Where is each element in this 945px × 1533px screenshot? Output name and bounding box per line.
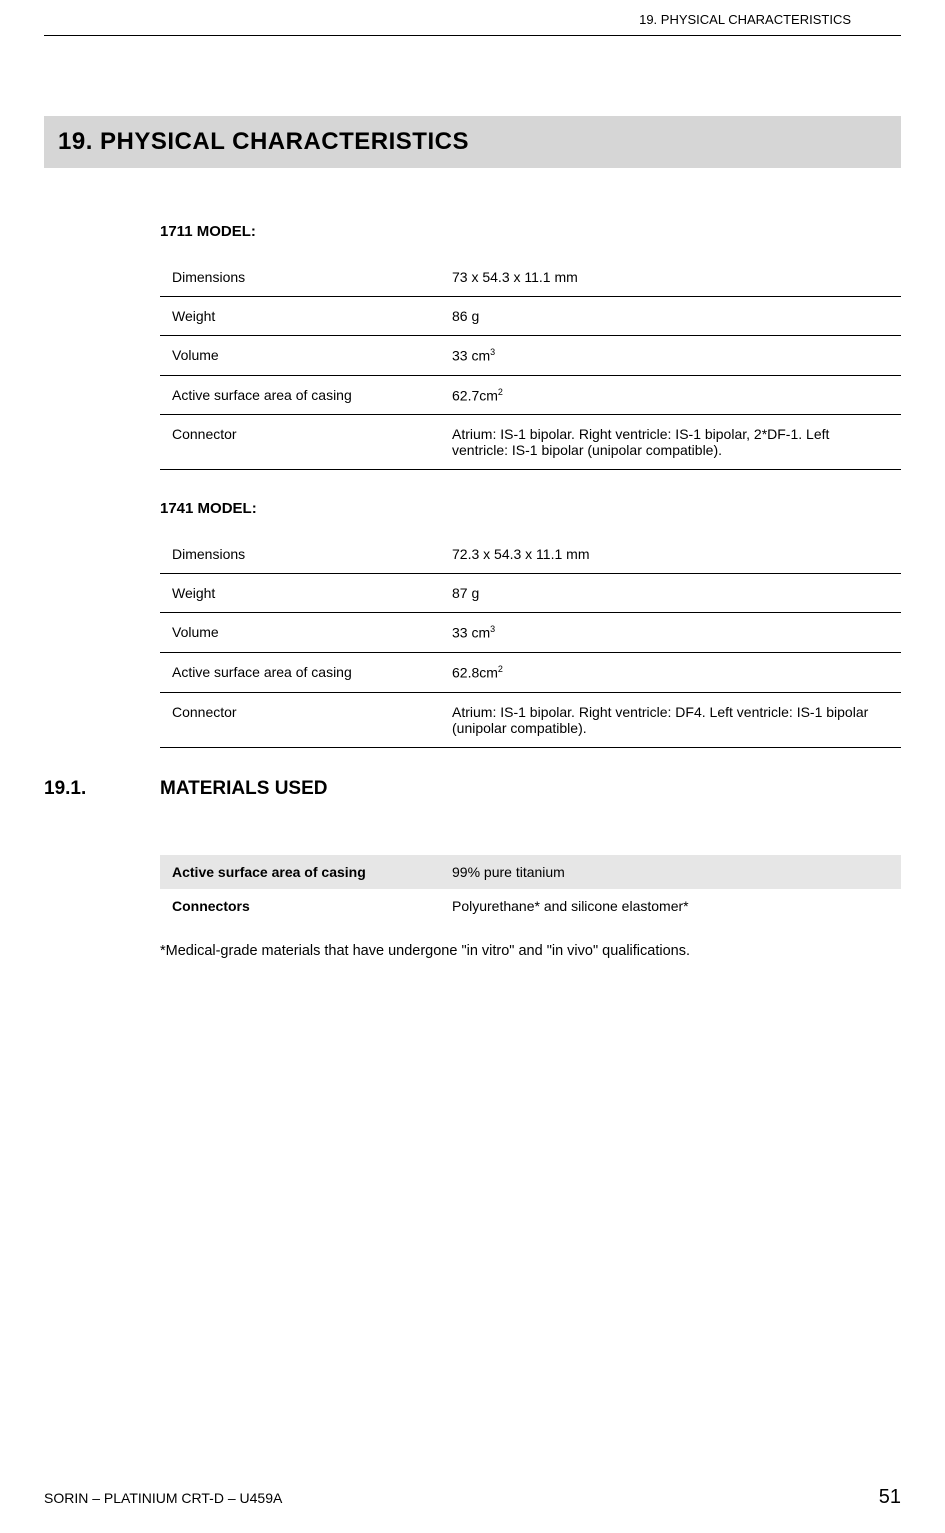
material-prop: Connectors	[160, 889, 440, 923]
spec-val: 33 cm3	[440, 613, 901, 653]
material-prop: Active surface area of casing	[160, 855, 440, 889]
spec-table-1711: Dimensions 73 x 54.3 x 11.1 mm Weight 86…	[160, 258, 901, 470]
spec-prop: Dimensions	[160, 535, 440, 574]
page-footer: SORIN – PLATINIUM CRT-D – U459A 51	[44, 1486, 901, 1509]
table-row: Connectors Polyurethane* and silicone el…	[160, 889, 901, 923]
spec-prop: Active surface area of casing	[160, 375, 440, 415]
spec-val: Atrium: IS-1 bipolar. Right ventricle: D…	[440, 692, 901, 747]
spec-prop: Weight	[160, 297, 440, 336]
spec-val: 73 x 54.3 x 11.1 mm	[440, 258, 901, 297]
model-block-1711: 1711 MODEL: Dimensions 73 x 54.3 x 11.1 …	[160, 223, 901, 470]
table-row: Dimensions 72.3 x 54.3 x 11.1 mm	[160, 535, 901, 574]
running-title: 19. PHYSICAL CHARACTERISTICS	[639, 12, 851, 27]
table-row: Volume 33 cm3	[160, 336, 901, 376]
model-label: 1711 MODEL:	[160, 223, 901, 240]
spec-prop: Active surface area of casing	[160, 652, 440, 692]
spec-table-1741: Dimensions 72.3 x 54.3 x 11.1 mm Weight …	[160, 535, 901, 747]
table-row: Weight 87 g	[160, 574, 901, 613]
model-block-1741: 1741 MODEL: Dimensions 72.3 x 54.3 x 11.…	[160, 500, 901, 747]
spec-val: 86 g	[440, 297, 901, 336]
spec-prop: Weight	[160, 574, 440, 613]
spec-prop: Connector	[160, 415, 440, 470]
spec-val: 62.7cm2	[440, 375, 901, 415]
spec-val: Atrium: IS-1 bipolar. Right ventricle: I…	[440, 415, 901, 470]
table-row: Weight 86 g	[160, 297, 901, 336]
spec-val: 33 cm3	[440, 336, 901, 376]
page-number: 51	[879, 1486, 901, 1509]
spec-prop: Volume	[160, 336, 440, 376]
material-val: Polyurethane* and silicone elastomer*	[440, 889, 901, 923]
model-label: 1741 MODEL:	[160, 500, 901, 517]
table-row: Volume 33 cm3	[160, 613, 901, 653]
content-area: 1711 MODEL: Dimensions 73 x 54.3 x 11.1 …	[160, 223, 901, 748]
spec-prop: Connector	[160, 692, 440, 747]
materials-content: Active surface area of casing 99% pure t…	[160, 855, 901, 959]
table-row: Connector Atrium: IS-1 bipolar. Right ve…	[160, 415, 901, 470]
table-row: Active surface area of casing 62.8cm2	[160, 652, 901, 692]
footer-document-id: SORIN – PLATINIUM CRT-D – U459A	[44, 1490, 282, 1506]
section-number: 19.1.	[44, 778, 160, 800]
materials-table: Active surface area of casing 99% pure t…	[160, 855, 901, 923]
table-row: Dimensions 73 x 54.3 x 11.1 mm	[160, 258, 901, 297]
spec-prop: Dimensions	[160, 258, 440, 297]
spec-val: 87 g	[440, 574, 901, 613]
material-val: 99% pure titanium	[440, 855, 901, 889]
section-heading-row: 19.1. MATERIALS USED	[44, 778, 901, 800]
spec-val: 62.8cm2	[440, 652, 901, 692]
table-row: Active surface area of casing 99% pure t…	[160, 855, 901, 889]
chapter-title: 19. PHYSICAL CHARACTERISTICS	[58, 128, 469, 155]
footnote: *Medical-grade materials that have under…	[160, 943, 901, 959]
table-row: Active surface area of casing 62.7cm2	[160, 375, 901, 415]
running-header: 19. PHYSICAL CHARACTERISTICS	[44, 0, 901, 36]
section-title: MATERIALS USED	[160, 778, 327, 800]
spec-val: 72.3 x 54.3 x 11.1 mm	[440, 535, 901, 574]
chapter-heading: 19. PHYSICAL CHARACTERISTICS	[44, 116, 901, 168]
spec-prop: Volume	[160, 613, 440, 653]
table-row: Connector Atrium: IS-1 bipolar. Right ve…	[160, 692, 901, 747]
